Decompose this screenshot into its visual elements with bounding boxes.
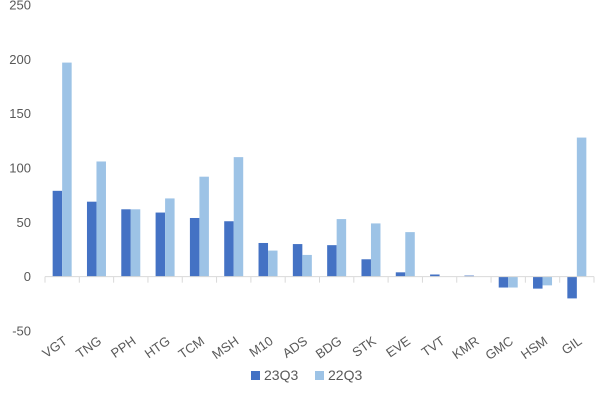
bar-22Q3-MSH: [233, 157, 244, 277]
bar-23Q3-TNG: [86, 201, 97, 277]
bar-23Q3-HTG: [155, 212, 166, 277]
x-tick-label: MSH: [209, 333, 241, 362]
bar-23Q3-TVT: [430, 274, 440, 277]
bar-22Q3-M10: [268, 250, 278, 277]
bar-22Q3-BDG: [336, 219, 347, 277]
y-tick-label: 200: [9, 52, 31, 67]
x-tick-label: EVE: [383, 333, 413, 360]
x-tick-label: HSM: [518, 333, 550, 362]
bar-22Q3-GIL: [576, 137, 587, 277]
x-tick-label: KMR: [449, 333, 481, 362]
bar-22Q3-TNG: [96, 161, 106, 277]
bar-23Q3-STK: [361, 259, 371, 277]
x-tick-label: GIL: [559, 333, 585, 357]
bar-23Q3-PPH: [121, 209, 131, 277]
bar-22Q3-STK: [370, 223, 381, 277]
bar-22Q3-HTG: [165, 198, 175, 277]
y-tick-label: 250: [9, 0, 31, 13]
legend-label-22Q3: 22Q3: [328, 367, 362, 383]
bar-22Q3-VGT: [62, 62, 72, 277]
bar-23Q3-ADS: [292, 244, 303, 277]
y-tick-label: 0: [24, 269, 31, 284]
y-tick-label: -50: [12, 324, 31, 339]
bar-23Q3-KMR: [464, 275, 474, 277]
x-tick-label: TNG: [73, 333, 104, 361]
x-tick-label: STK: [349, 333, 379, 360]
bar-23Q3-EVE: [395, 272, 406, 277]
x-axis-labels: VGT TNG PPH HTG TCM MSH M10 ADS BDG STK EVE TVT KMR G…: [39, 333, 584, 363]
bar-22Q3-HSM: [542, 276, 553, 286]
legend-label-23Q3: 23Q3: [264, 367, 298, 383]
y-tick-label: 50: [17, 215, 31, 230]
bar-23Q3-BDG: [327, 245, 337, 277]
bar-23Q3-VGT: [52, 190, 63, 277]
bars: [52, 62, 587, 299]
bar-23Q3-GMC: [498, 276, 509, 288]
bar-23Q3-MSH: [224, 221, 234, 277]
bar-22Q3-TCM: [199, 176, 209, 277]
x-tick-label: PPH: [108, 333, 139, 361]
x-tick-label: TVT: [419, 333, 448, 359]
bar-22Q3-PPH: [130, 209, 141, 277]
x-tick-label: BDG: [313, 333, 345, 361]
legend-swatch-23Q3: [251, 371, 260, 380]
x-tick-label: M10: [246, 333, 275, 360]
y-tick-label: 150: [9, 106, 31, 121]
y-tick-label: 100: [9, 161, 31, 176]
legend: 23Q3 22Q3: [251, 367, 362, 383]
bar-23Q3-TCM: [189, 217, 200, 277]
bar-22Q3-EVE: [405, 232, 415, 277]
x-tick-label: HTG: [142, 333, 173, 361]
bar-22Q3-GMC: [508, 276, 518, 288]
category-separators: [44, 276, 595, 283]
x-tick-label: TCM: [175, 333, 207, 361]
x-tick-label: GMC: [482, 333, 515, 363]
bar-23Q3-GIL: [567, 276, 577, 299]
bar-22Q3-ADS: [302, 254, 312, 277]
bar-23Q3-M10: [258, 242, 269, 277]
x-tick-label: VGT: [39, 333, 70, 361]
x-tick-label: ADS: [280, 333, 311, 361]
bar-23Q3-HSM: [533, 276, 543, 289]
y-axis-labels: -50 0 50 100 150 200 250: [9, 0, 31, 339]
legend-swatch-22Q3: [315, 371, 324, 380]
